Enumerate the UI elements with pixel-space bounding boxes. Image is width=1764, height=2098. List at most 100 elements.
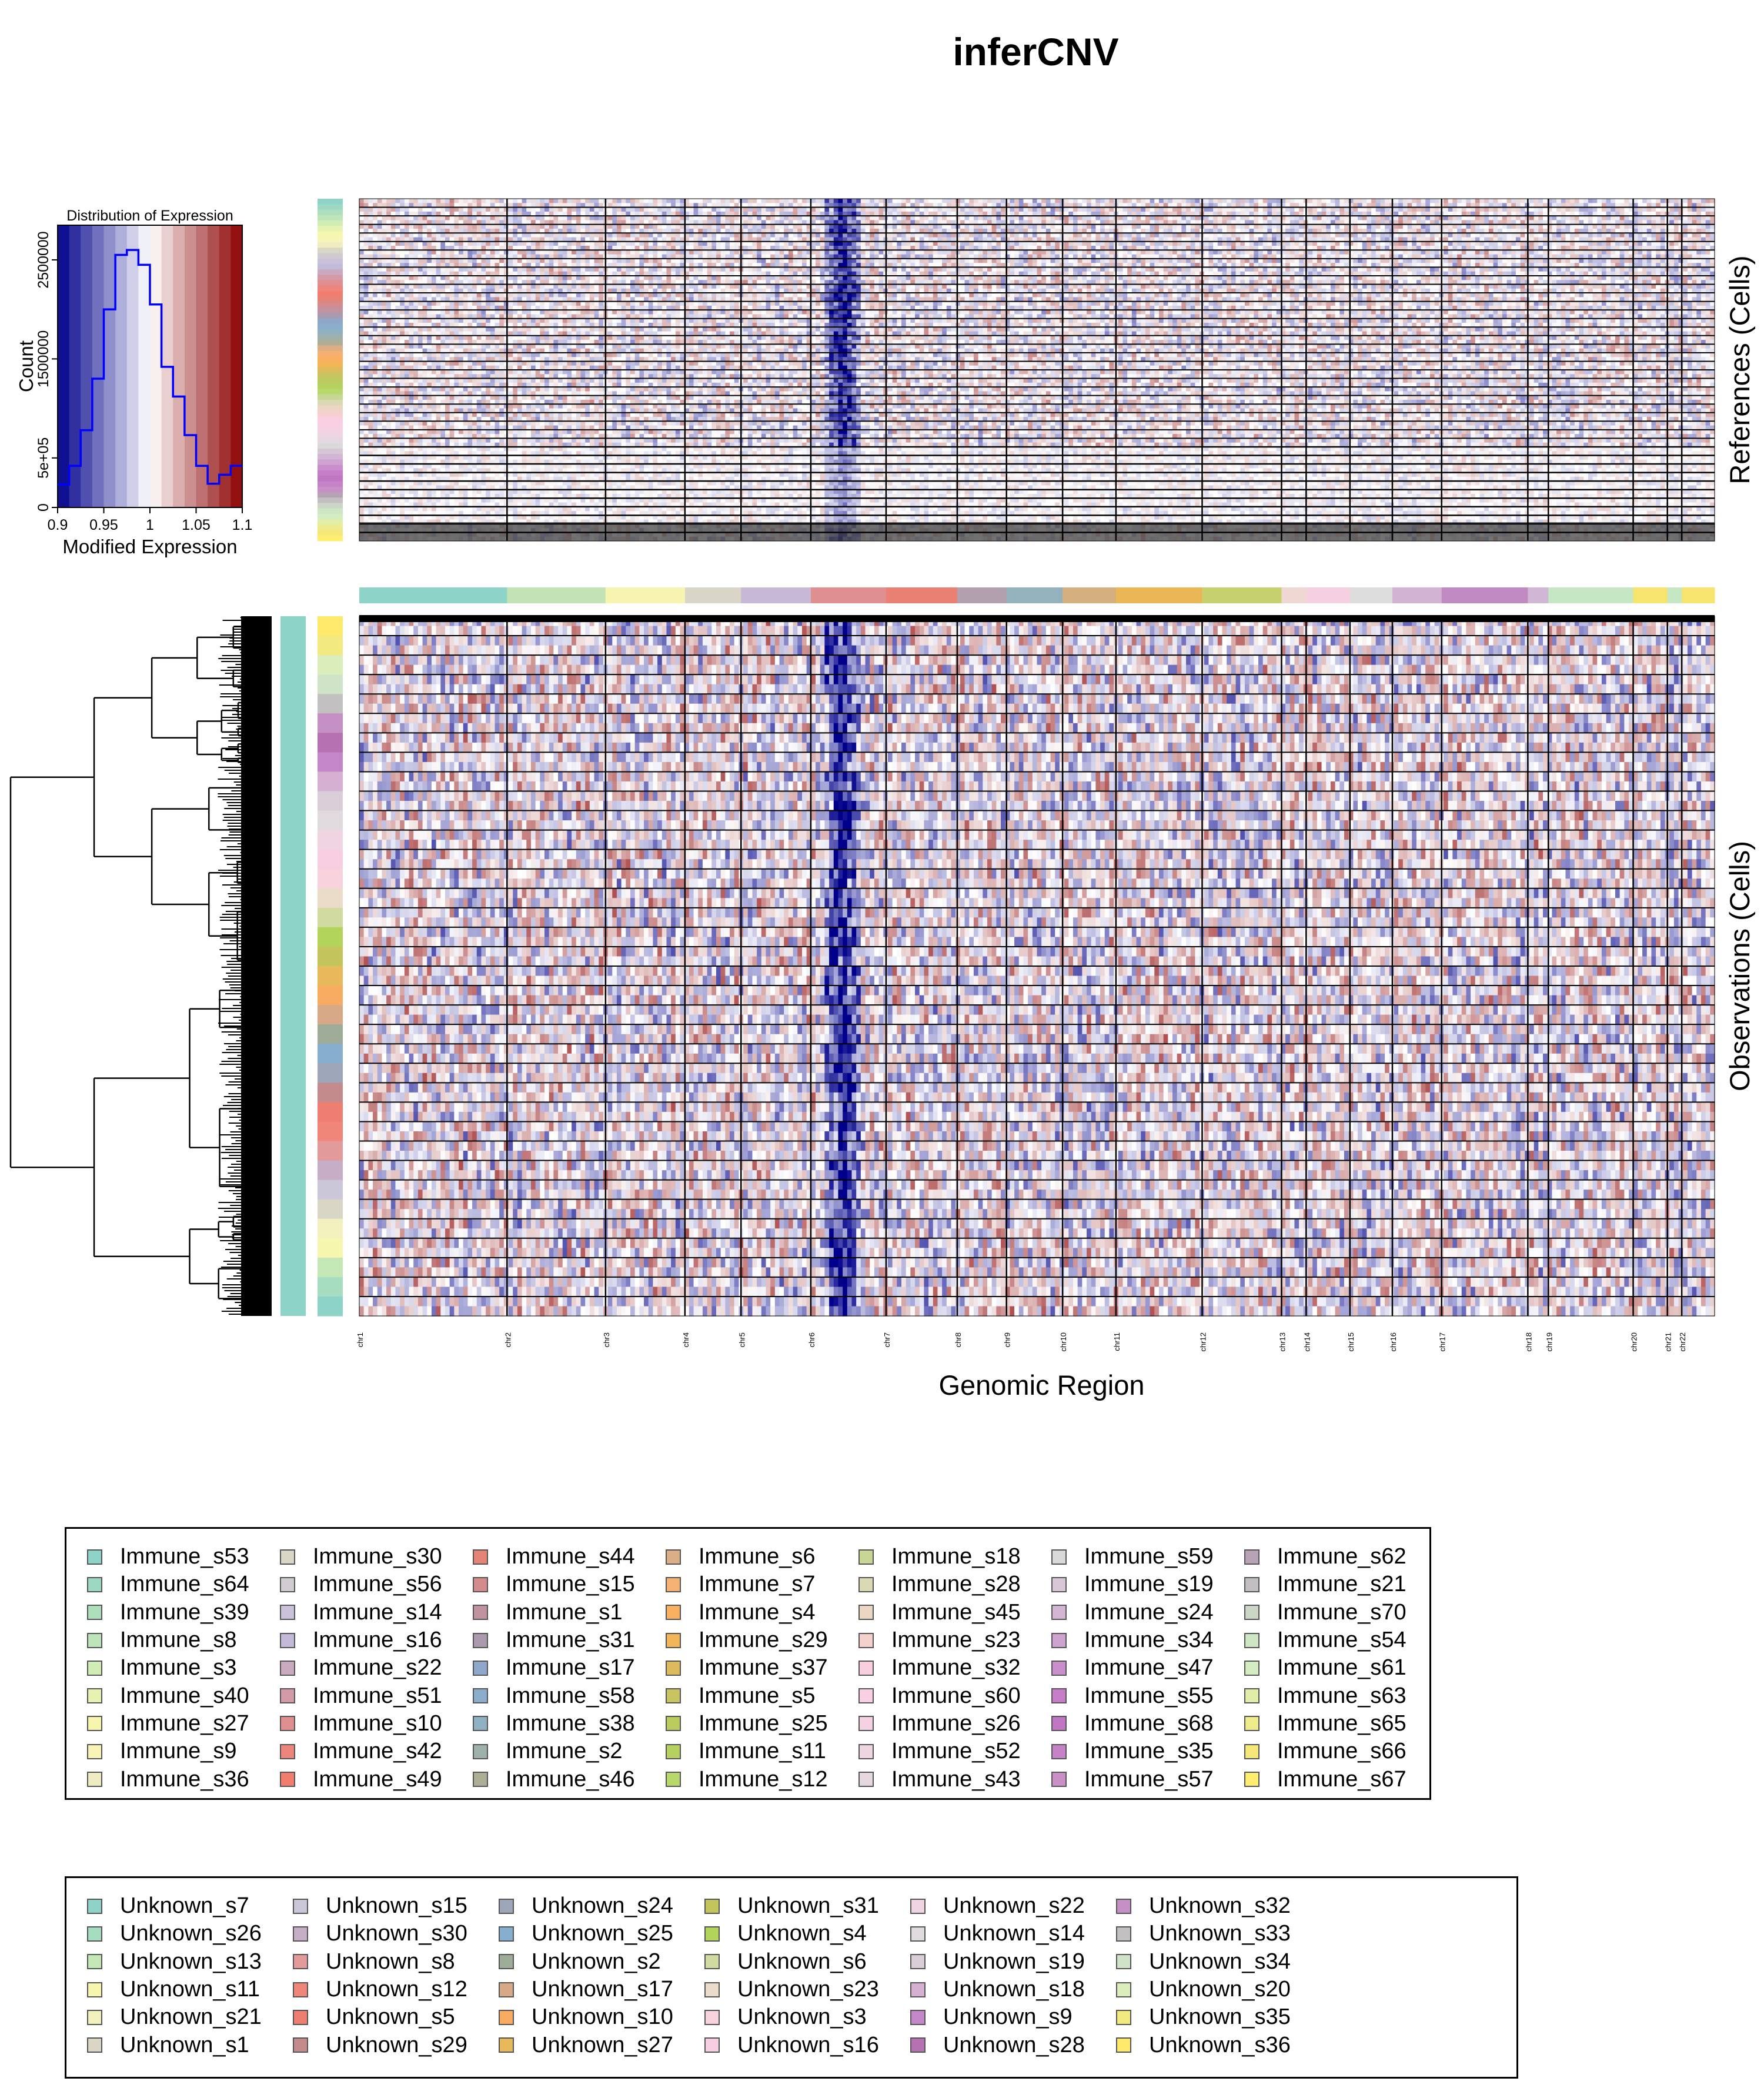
heatmap-cell xyxy=(1457,250,1462,255)
heatmap-cell xyxy=(1624,250,1629,255)
heatmap-cell xyxy=(1254,225,1258,229)
heatmap-cell xyxy=(1033,250,1037,255)
heatmap-cell xyxy=(775,199,780,203)
heatmap-cell xyxy=(1218,199,1222,203)
heatmap-cell xyxy=(544,225,549,229)
heatmap-cell xyxy=(622,242,626,246)
heatmap-cell xyxy=(364,259,369,263)
heatmap-cell xyxy=(1602,250,1606,255)
heatmap-cell xyxy=(382,233,386,238)
heatmap-cell xyxy=(978,233,983,238)
heatmap-cell xyxy=(870,208,874,212)
heatmap-cell xyxy=(711,199,716,203)
heatmap-cell xyxy=(644,233,649,238)
heatmap-cell xyxy=(1656,216,1661,221)
heatmap-cell xyxy=(639,242,644,246)
heatmap-cell xyxy=(1462,208,1466,212)
heatmap-cell xyxy=(1245,199,1250,203)
heatmap-cell xyxy=(463,199,468,203)
heatmap-cell xyxy=(432,242,436,246)
heatmap-cell xyxy=(933,199,938,203)
heatmap-cell xyxy=(1597,250,1602,255)
heatmap-cell xyxy=(1204,242,1209,246)
heatmap-cell xyxy=(1078,208,1083,212)
heatmap-cell xyxy=(440,199,445,203)
heatmap-cell xyxy=(580,216,585,221)
heatmap-cell xyxy=(1222,233,1227,238)
heatmap-cell xyxy=(978,250,983,255)
heatmap-cell xyxy=(567,225,572,229)
heatmap-cell xyxy=(499,242,504,246)
heatmap-cell xyxy=(1556,250,1561,255)
heatmap-cell xyxy=(942,199,947,203)
heatmap-cell xyxy=(851,225,856,229)
heatmap-cell xyxy=(1068,216,1073,221)
heatmap-cell xyxy=(1462,250,1466,255)
heatmap-cell xyxy=(1014,216,1019,221)
heatmap-cell xyxy=(599,216,603,221)
heatmap-cell xyxy=(386,242,391,246)
heatmap-cell xyxy=(757,208,761,212)
heatmap-cell xyxy=(1100,233,1105,238)
heatmap-cell xyxy=(1118,199,1123,203)
heatmap-cell xyxy=(359,199,364,203)
heatmap-cell xyxy=(499,216,504,221)
heatmap-cell xyxy=(1570,216,1575,221)
heatmap-cell xyxy=(504,233,509,238)
heatmap-cell xyxy=(432,233,436,238)
references-heatmap xyxy=(359,199,1715,542)
heatmap-cell xyxy=(1272,250,1277,255)
heatmap-cell xyxy=(1489,242,1494,246)
heatmap-cell xyxy=(793,199,798,203)
heatmap-cell xyxy=(1552,250,1556,255)
heatmap-cell xyxy=(1033,208,1037,212)
heatmap-cell xyxy=(1331,233,1335,238)
heatmap-cell xyxy=(974,242,978,246)
heatmap-cell xyxy=(1435,216,1439,221)
heatmap-cell xyxy=(612,242,617,246)
heatmap-cell xyxy=(558,216,563,221)
heatmap-cell xyxy=(1606,208,1611,212)
heatmap-cell xyxy=(1471,199,1475,203)
heatmap-cell xyxy=(368,225,373,229)
heatmap-cell xyxy=(748,233,753,238)
heatmap-cell xyxy=(924,250,928,255)
heatmap-cell xyxy=(861,199,866,203)
heatmap-cell xyxy=(820,233,825,238)
heatmap-cell xyxy=(1137,250,1141,255)
heatmap-cell xyxy=(517,242,522,246)
heatmap-cell xyxy=(662,216,667,221)
heatmap-cell xyxy=(743,208,748,212)
heatmap-cell xyxy=(1367,208,1371,212)
heatmap-cell xyxy=(1254,242,1258,246)
heatmap-cell xyxy=(377,199,382,203)
heatmap-cell xyxy=(1109,225,1114,229)
heatmap-cell xyxy=(1082,216,1087,221)
heatmap-cell xyxy=(1322,250,1327,255)
heatmap-cell xyxy=(626,199,630,203)
heatmap-cell xyxy=(1181,242,1186,246)
heatmap-cell xyxy=(490,225,495,229)
heatmap-cell xyxy=(1448,208,1453,212)
heatmap-cell xyxy=(540,216,544,221)
heatmap-cell xyxy=(499,208,504,212)
heatmap-cell xyxy=(707,216,712,221)
heatmap-cell xyxy=(405,199,409,203)
heatmap-cell xyxy=(563,225,567,229)
heatmap-cell xyxy=(486,208,490,212)
heatmap-cell xyxy=(698,208,703,212)
heatmap-cell xyxy=(893,233,897,238)
heatmap-cell xyxy=(983,208,987,212)
heatmap-cell xyxy=(558,233,563,238)
heatmap-cell xyxy=(1430,233,1435,238)
heatmap-cell xyxy=(1647,216,1652,221)
heatmap-cell xyxy=(622,199,626,203)
heatmap-cell xyxy=(1254,216,1258,221)
heatmap-cell xyxy=(436,208,441,212)
heatmap-cell xyxy=(423,242,427,246)
heatmap-cell xyxy=(824,216,829,221)
heatmap-cell xyxy=(770,233,775,238)
heatmap-cell xyxy=(1394,199,1398,203)
heatmap-cell xyxy=(1633,242,1638,246)
heatmap-cell xyxy=(978,208,983,212)
